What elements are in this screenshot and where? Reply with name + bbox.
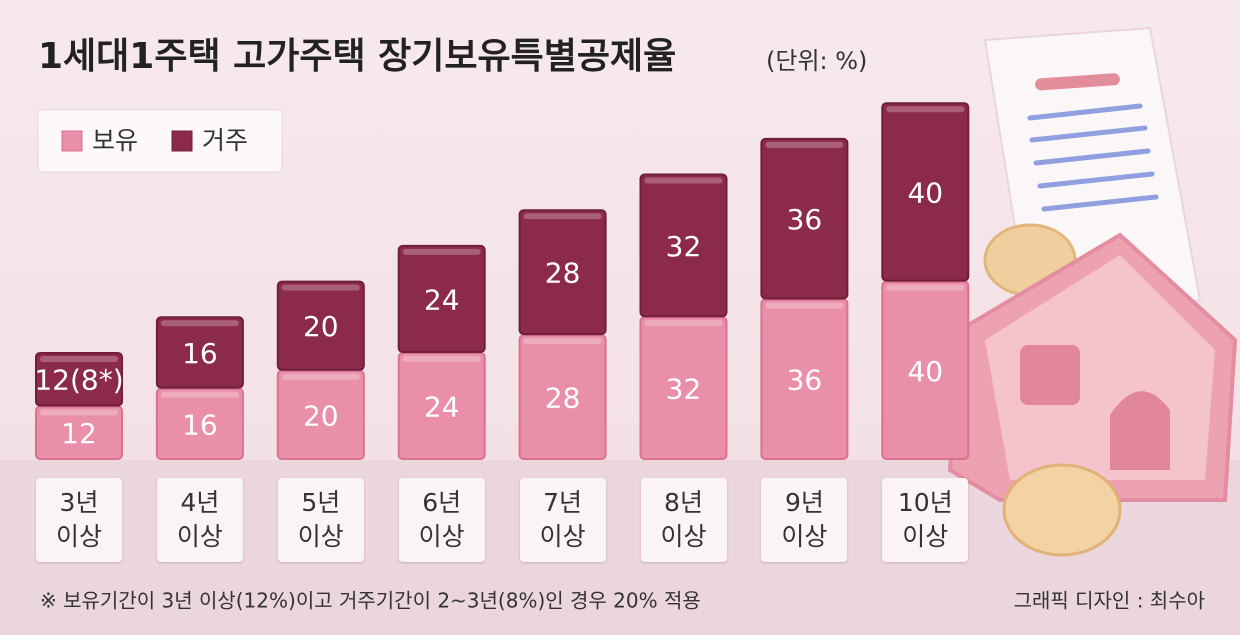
bar-segment — [518, 209, 607, 336]
bar-highlight — [523, 213, 602, 220]
bar-segment — [35, 351, 123, 407]
value-label: 20 — [303, 399, 339, 432]
bar-segment — [881, 102, 970, 282]
category-box: 10년 이상 — [882, 478, 969, 562]
value-label: 24 — [424, 283, 460, 316]
x-tick-label: 8년 이상 — [660, 488, 707, 551]
bar-segment — [881, 280, 970, 460]
bar-highlight — [886, 284, 965, 291]
bar-highlight — [281, 284, 360, 291]
x-tick-label: 10년 이상 — [897, 488, 953, 551]
chart-subtitle: (단위: %) — [766, 47, 867, 75]
x-tick-label: 7년 이상 — [539, 488, 586, 551]
bar-segment — [760, 137, 849, 300]
x-tick-label: 9년 이상 — [781, 488, 828, 551]
house-decoration — [947, 223, 1238, 557]
value-label: 12 — [61, 417, 97, 450]
bar-segment — [397, 244, 486, 353]
bar-highlight — [402, 355, 481, 362]
legend-swatch — [61, 130, 83, 152]
value-label: 24 — [424, 390, 460, 423]
bar-highlight — [523, 338, 602, 345]
category-box: 9년 이상 — [761, 478, 848, 562]
legend-box — [37, 109, 283, 173]
bar-segment — [276, 280, 365, 371]
bar-highlight — [160, 391, 239, 398]
bar-highlight — [40, 409, 118, 416]
credit: 그래픽 디자인 : 최수아 — [1014, 589, 1205, 613]
bar-segment — [155, 316, 244, 389]
category-box: 4년 이상 — [156, 478, 243, 562]
legend-label: 거주 — [202, 126, 248, 155]
value-label: 16 — [182, 408, 218, 441]
category-box: 8년 이상 — [640, 478, 727, 562]
value-label: 16 — [182, 337, 218, 370]
category-box: 7년 이상 — [519, 478, 606, 562]
x-tick-label: 6년 이상 — [418, 488, 465, 551]
bar-segment — [35, 405, 123, 461]
legend-swatch — [171, 130, 193, 152]
category-box: 3년 이상 — [36, 478, 122, 562]
bar-segment — [639, 173, 728, 318]
bar-highlight — [281, 373, 360, 380]
value-label: 12(8*) — [34, 364, 123, 397]
legend-label: 보유 — [92, 126, 138, 155]
x-tick-label: 3년 이상 — [55, 488, 102, 551]
value-label: 28 — [545, 257, 581, 290]
footnote: ※ 보유기간이 3년 이상(12%)이고 거주기간이 2~3년(8%)인 경우 … — [40, 589, 701, 613]
bar-highlight — [765, 141, 844, 148]
value-label: 40 — [907, 355, 943, 388]
value-label: 32 — [666, 230, 702, 263]
value-label: 20 — [303, 310, 339, 343]
bar-highlight — [644, 320, 723, 327]
x-tick-label: 4년 이상 — [176, 488, 223, 551]
bar-highlight — [765, 302, 844, 309]
bar-highlight — [644, 177, 723, 184]
value-label: 36 — [787, 203, 823, 236]
bar-highlight — [886, 106, 965, 113]
category-box: 5년 이상 — [277, 478, 364, 562]
category-box: 6년 이상 — [398, 478, 485, 562]
value-label: 40 — [907, 176, 943, 209]
bar-highlight — [40, 355, 118, 362]
value-label: 28 — [545, 382, 581, 415]
x-tick-label: 5년 이상 — [297, 488, 344, 551]
bar-highlight — [160, 320, 239, 327]
value-label: 36 — [787, 364, 823, 397]
value-label: 32 — [666, 373, 702, 406]
bar-highlight — [402, 248, 481, 255]
chart-title: 1세대1주택 고가주택 장기보유특별공제율 — [38, 36, 676, 77]
